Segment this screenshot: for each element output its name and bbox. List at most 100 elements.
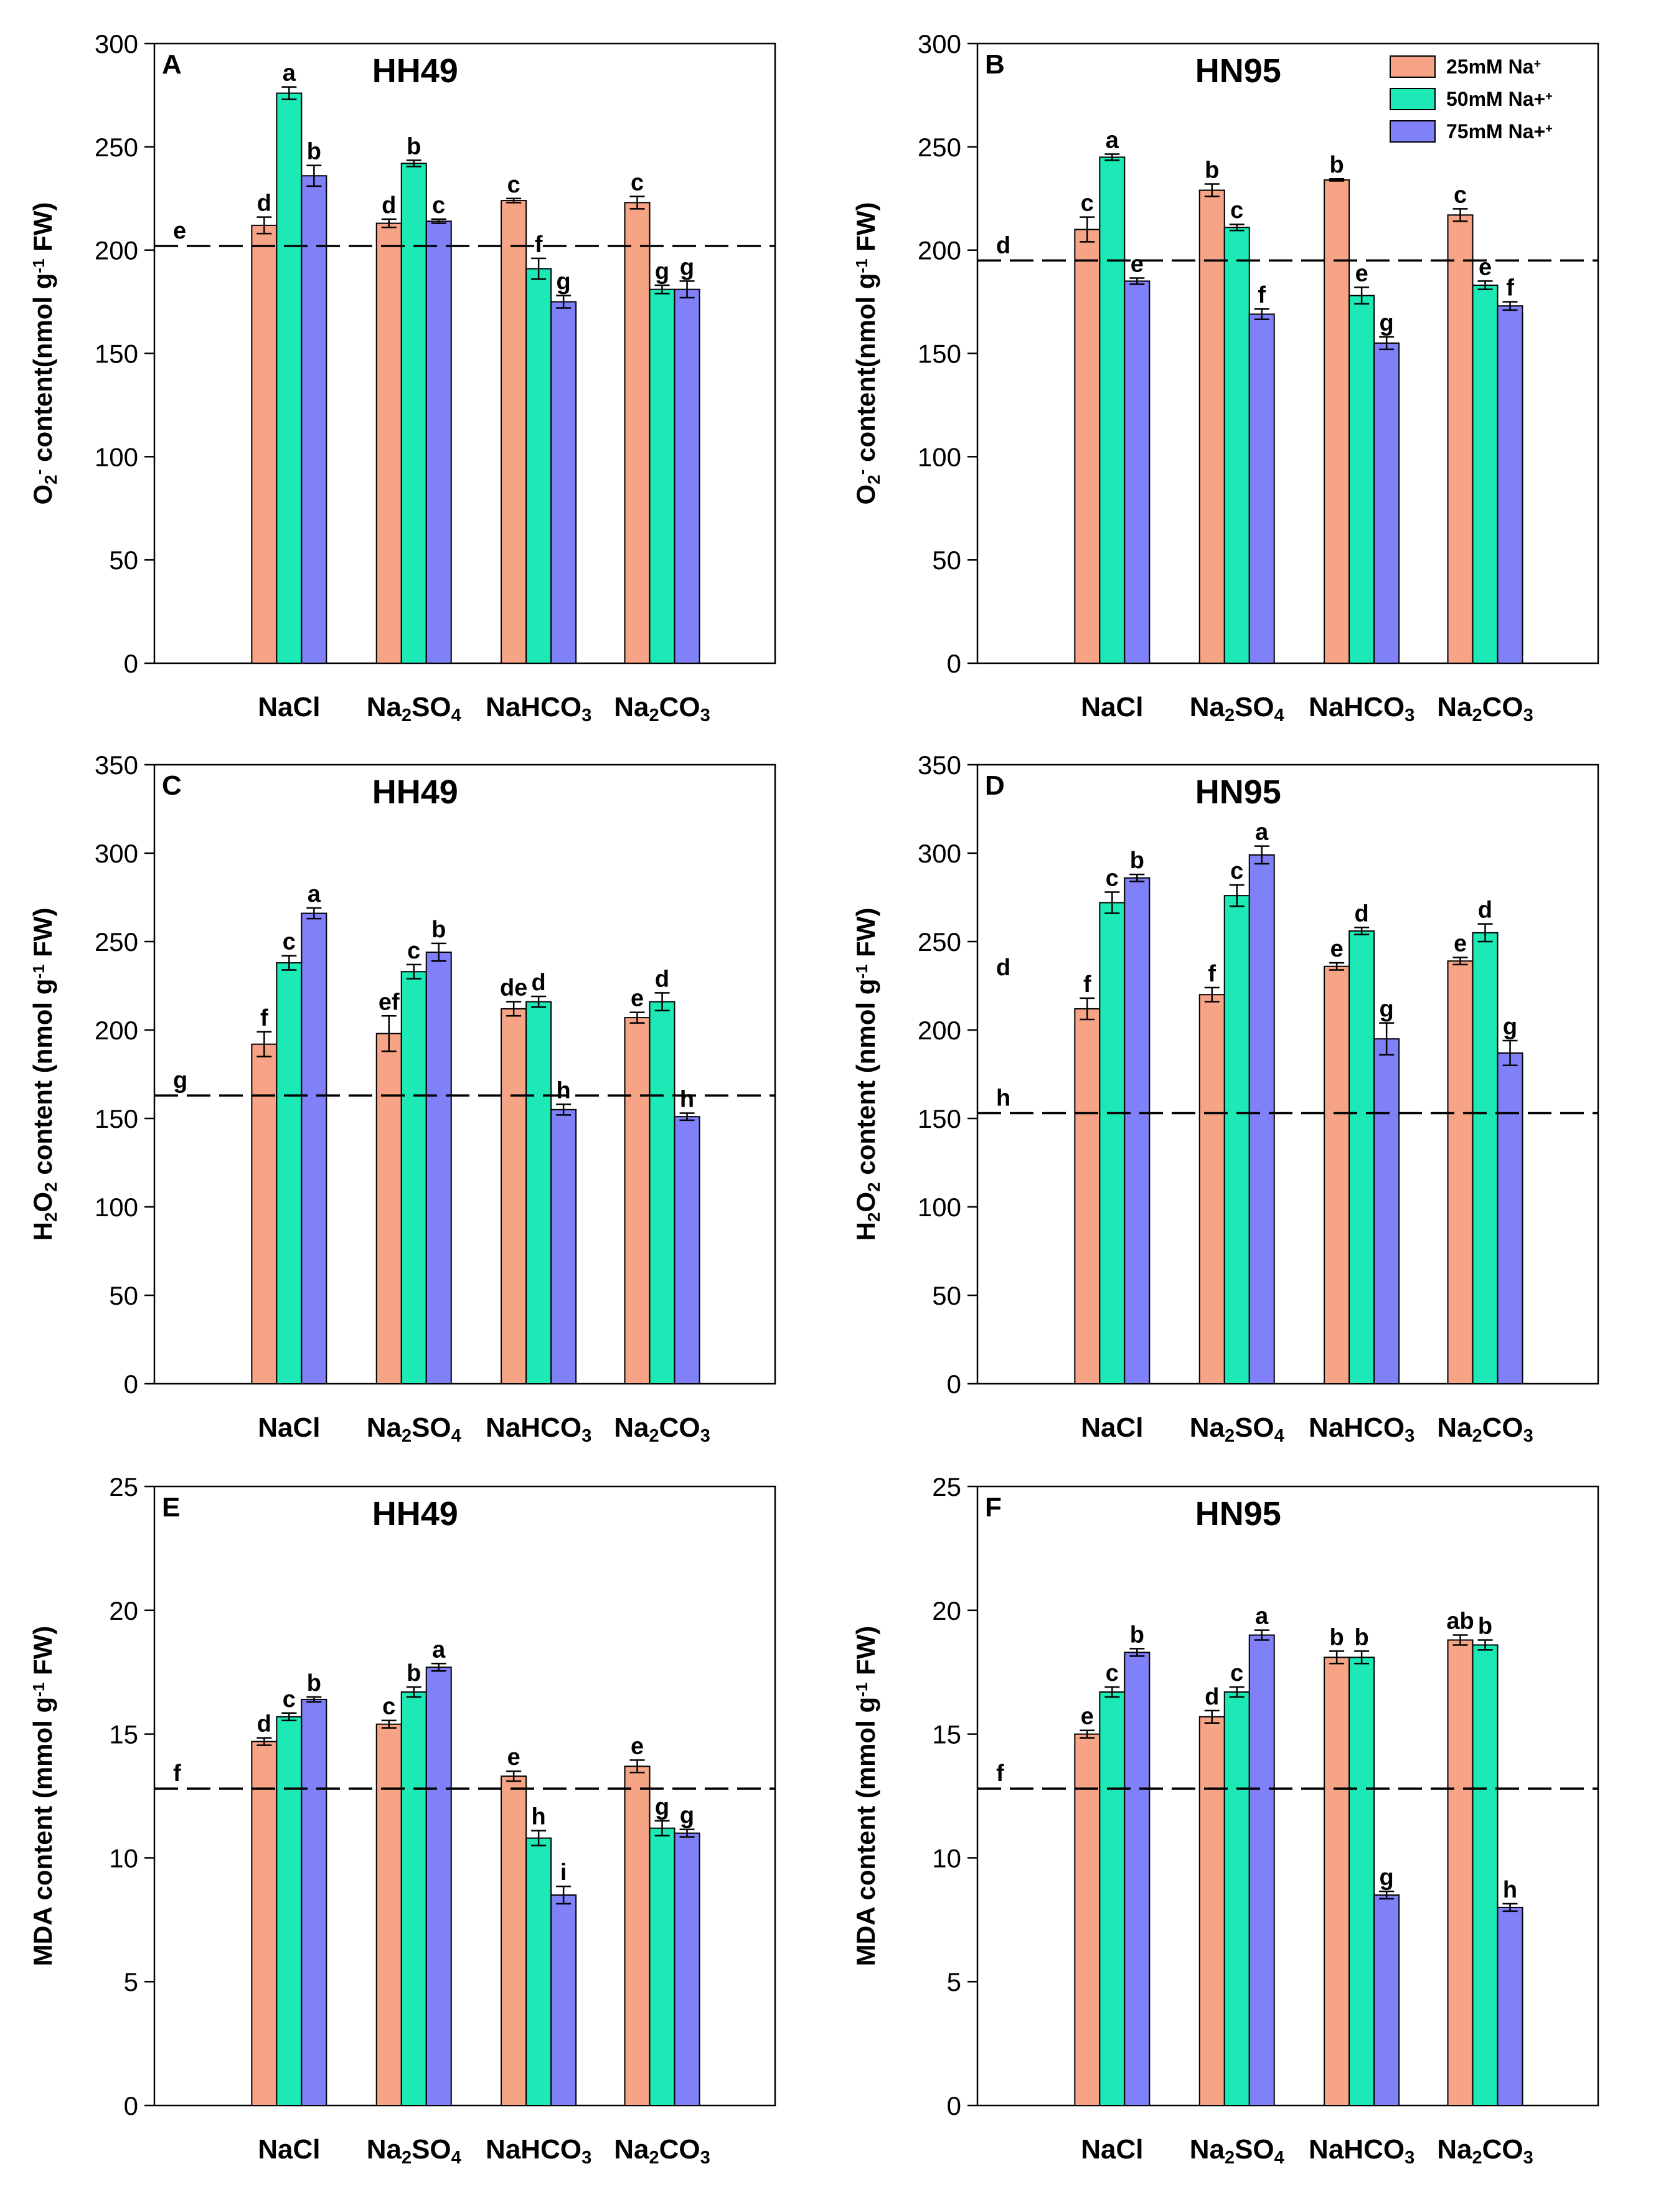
y-axis-label-part-4: -1 <box>852 258 871 273</box>
bar <box>550 1894 577 2107</box>
x-tick-label: Na2CO3 <box>614 2134 710 2168</box>
significance-letter: g <box>1380 310 1394 336</box>
significance-letter: ef <box>379 989 400 1015</box>
x-tick-label: NaCl <box>1081 1412 1143 1443</box>
y-tick-label: 100 <box>95 442 138 471</box>
significance-letter: h <box>680 1086 694 1112</box>
panel-letter: D <box>985 770 1005 801</box>
y-tick-label: 100 <box>918 1193 961 1222</box>
bar <box>276 1716 303 2107</box>
x-tick-label-part-0: Na <box>1190 692 1225 722</box>
x-tick-label-part-3: 3 <box>1523 2148 1533 2168</box>
bar <box>375 1033 402 1385</box>
legend-label-part-1: + <box>1545 90 1553 103</box>
x-tick-label-part-0: Na <box>1190 1412 1225 1443</box>
x-tick-label: Na2SO4 <box>1190 2134 1284 2168</box>
plot-frame <box>153 1485 776 2107</box>
y-axis-label-part-0: H <box>851 1222 880 1241</box>
x-tick-label-part-0: Na <box>1437 692 1472 722</box>
bar <box>649 288 675 664</box>
x-tick-label-part-0: Na <box>367 2134 402 2165</box>
significance-letter: c <box>1106 1660 1119 1686</box>
x-tick-label-part-3: 4 <box>1274 706 1284 726</box>
x-tick-label-part-2: CO <box>659 2134 700 2165</box>
x-tick-label: Na2SO4 <box>367 2134 461 2168</box>
significance-letter: c <box>283 929 296 955</box>
panel-letter: F <box>985 1492 1002 1523</box>
y-axis-label-part-5: FW) <box>851 202 880 259</box>
x-tick-label-part-0: Na <box>614 2134 649 2165</box>
x-tick-label-part-1: 3 <box>581 2148 591 2168</box>
x-tick-label-part-3: 4 <box>451 1426 461 1446</box>
chart-title: HH49 <box>372 773 458 811</box>
y-tick-label: 20 <box>109 1596 138 1625</box>
bar <box>1324 179 1350 664</box>
bar <box>674 1832 700 2106</box>
significance-letter: d <box>1478 897 1492 924</box>
significance-letter: g <box>680 254 694 280</box>
x-tick-label: NaCl <box>258 2134 320 2165</box>
y-axis-label-part-1: 2 <box>864 475 883 484</box>
bar <box>1198 994 1225 1384</box>
panel-F: 0 5 10 15 20 25 MDA content (mmol g-1 FW) F HN95… <box>851 1472 1599 2168</box>
x-tick-label-part-0: NaCl <box>258 692 320 722</box>
y-axis-label-part-0: MDA content (mmol g <box>28 1697 57 1966</box>
significance-letter: e <box>1355 260 1368 286</box>
bar <box>1124 877 1151 1384</box>
x-tick-label-part-0: Na <box>1437 1412 1472 1443</box>
bar <box>525 268 552 664</box>
y-axis-label-part-1: -1 <box>852 1683 871 1697</box>
y-tick-label: 300 <box>918 839 961 868</box>
bar <box>301 1698 327 2107</box>
significance-letter: g <box>680 1803 694 1829</box>
significance-letter: e <box>1479 254 1492 280</box>
y-tick-label: 50 <box>109 1281 138 1310</box>
y-tick-label: 300 <box>95 839 138 868</box>
x-tick-label: NaHCO3 <box>486 2134 591 2168</box>
x-tick-label-part-1: 3 <box>581 706 591 726</box>
legend-label: 25mM Na+ <box>1446 55 1541 78</box>
plot-frame <box>976 763 1599 1385</box>
x-tick-label-part-1: 2 <box>402 2148 412 2168</box>
legend-label-part-0: 75mM Na+ <box>1446 120 1545 143</box>
chart-title: HN95 <box>1195 773 1281 811</box>
x-tick-label-part-1: 3 <box>1405 706 1414 726</box>
y-axis-label-part-3: content(nmol g <box>851 273 880 470</box>
y-tick-label: 250 <box>95 927 138 957</box>
y-tick-label: 50 <box>932 1281 961 1310</box>
x-tick-label-part-2: SO <box>1235 1412 1274 1443</box>
x-tick-label-part-1: 3 <box>1405 2148 1414 2168</box>
y-axis-label-part-1: -1 <box>29 1683 48 1697</box>
x-tick-label-part-0: NaCl <box>1081 1412 1143 1443</box>
significance-letter: e <box>631 986 644 1012</box>
significance-letter: d <box>382 192 396 219</box>
x-tick-label-part-2: SO <box>1235 692 1274 722</box>
y-axis-label-part-1: 2 <box>41 1212 60 1222</box>
y-tick-label: 100 <box>918 442 961 471</box>
bar <box>1248 854 1275 1384</box>
significance-letter: de <box>500 975 527 1001</box>
x-tick-label-part-0: Na <box>1437 2134 1472 2165</box>
y-tick-label: 50 <box>932 546 961 575</box>
control-letter: g <box>173 1067 187 1094</box>
y-axis-label-part-4: content (nmol g <box>851 979 880 1183</box>
bar <box>1447 960 1474 1384</box>
x-tick-label-part-0: NaHCO <box>1309 1412 1405 1443</box>
x-tick-label-part-1: 2 <box>402 706 412 726</box>
bar <box>1099 1691 1126 2107</box>
y-tick-label: 250 <box>918 927 961 957</box>
x-tick-label: NaCl <box>1081 2134 1143 2165</box>
y-axis-label-part-2: FW) <box>851 1626 880 1683</box>
significance-letter: d <box>655 966 669 992</box>
bar <box>674 1116 700 1385</box>
bar <box>1497 1906 1523 2106</box>
y-axis-label-part-5: FW) <box>28 202 57 259</box>
bar <box>375 1723 402 2107</box>
bar <box>649 1001 675 1385</box>
x-tick-label-part-0: NaHCO <box>1309 2134 1405 2165</box>
y-tick-label: 200 <box>95 236 138 265</box>
bar <box>425 220 452 664</box>
y-axis-label-part-6: FW) <box>28 908 57 965</box>
y-tick-label: 350 <box>95 750 138 780</box>
